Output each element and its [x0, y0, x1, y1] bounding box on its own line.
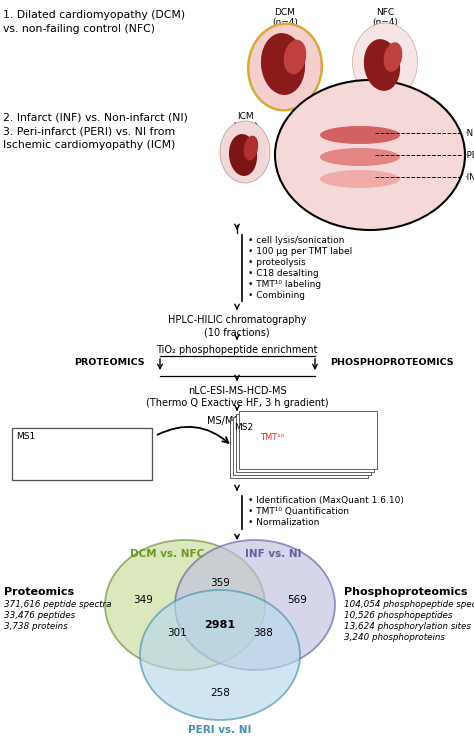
Bar: [233, 417, 371, 475]
Ellipse shape: [320, 126, 400, 144]
Text: Proteomics: Proteomics: [4, 587, 74, 597]
Text: PHOSPHOPROTEOMICS: PHOSPHOPROTEOMICS: [330, 358, 454, 367]
Text: 388: 388: [253, 628, 273, 638]
Text: 33,476 peptides: 33,476 peptides: [4, 611, 75, 620]
Text: • C18 desalting: • C18 desalting: [248, 269, 319, 278]
Text: 371,616 peptide spectra: 371,616 peptide spectra: [4, 600, 111, 609]
Text: 2. Infarct (INF) vs. Non-infarct (NI)
3. Peri-infarct (PERI) vs. NI from
Ischemi: 2. Infarct (INF) vs. Non-infarct (NI) 3.…: [3, 112, 188, 150]
Ellipse shape: [364, 39, 400, 91]
Ellipse shape: [261, 33, 305, 95]
Text: 349: 349: [133, 595, 153, 605]
Ellipse shape: [284, 39, 306, 74]
Text: 301: 301: [167, 628, 187, 638]
Text: nLC-ESI-MS-HCD-MS
(Thermo Q Exactive HF, 3 h gradient): nLC-ESI-MS-HCD-MS (Thermo Q Exactive HF,…: [146, 386, 328, 408]
Text: 569: 569: [287, 595, 307, 605]
Text: Phosphoproteomics: Phosphoproteomics: [344, 587, 467, 597]
Text: TiO₂ phosphopeptide enrichment: TiO₂ phosphopeptide enrichment: [156, 345, 318, 355]
Ellipse shape: [140, 590, 300, 720]
Ellipse shape: [175, 540, 335, 670]
Text: ·INF: ·INF: [464, 173, 474, 182]
Ellipse shape: [320, 170, 400, 188]
Text: • Normalization: • Normalization: [248, 518, 319, 527]
Text: ICM
(n=4): ICM (n=4): [232, 112, 258, 131]
Text: DCM
(n=4): DCM (n=4): [272, 8, 298, 28]
Text: ·PERI: ·PERI: [464, 150, 474, 159]
Ellipse shape: [105, 540, 265, 670]
Text: 3,240 phosphoproteins: 3,240 phosphoproteins: [344, 633, 445, 642]
Text: 258: 258: [210, 688, 230, 698]
Text: 104,054 phosphopeptide spectra: 104,054 phosphopeptide spectra: [344, 600, 474, 609]
Text: 359: 359: [210, 578, 230, 588]
Text: • Identification (MaxQuant 1.6.10): • Identification (MaxQuant 1.6.10): [248, 496, 404, 505]
Text: 1. Dilated cardiomyopathy (DCM)
vs. non-failing control (NFC): 1. Dilated cardiomyopathy (DCM) vs. non-…: [3, 10, 185, 34]
Ellipse shape: [220, 121, 270, 183]
Text: 3,738 proteins: 3,738 proteins: [4, 622, 68, 631]
Text: NFC
(n=4): NFC (n=4): [372, 8, 398, 28]
Text: 2981: 2981: [204, 620, 236, 630]
Text: ·NI: ·NI: [464, 128, 474, 138]
Text: • cell lysis/sonication: • cell lysis/sonication: [248, 236, 345, 245]
Text: DCM vs. NFC: DCM vs. NFC: [130, 549, 204, 559]
Text: 10,526 phosphopeptides: 10,526 phosphopeptides: [344, 611, 452, 620]
Text: 13,624 phosphorylation sites: 13,624 phosphorylation sites: [344, 622, 471, 631]
Text: TMT¹⁰: TMT¹⁰: [260, 433, 284, 442]
Ellipse shape: [353, 23, 418, 101]
Bar: [239, 411, 377, 469]
Bar: [236, 414, 374, 472]
Ellipse shape: [383, 42, 402, 72]
Text: MS2: MS2: [234, 423, 253, 432]
Text: • proteolysis: • proteolysis: [248, 258, 306, 267]
Text: PROTEOMICS: PROTEOMICS: [74, 358, 145, 367]
Ellipse shape: [275, 80, 465, 230]
Text: MS/MS Data: MS/MS Data: [208, 416, 266, 426]
Bar: [230, 420, 368, 478]
Ellipse shape: [320, 148, 400, 166]
Text: • TMT¹⁰ labeling: • TMT¹⁰ labeling: [248, 280, 321, 289]
Text: HPLC-HILIC chromatography
(10 fractions): HPLC-HILIC chromatography (10 fractions): [168, 315, 306, 337]
Ellipse shape: [249, 25, 321, 110]
Ellipse shape: [244, 136, 258, 160]
Text: PERI vs. NI: PERI vs. NI: [188, 725, 252, 735]
Text: MS1: MS1: [16, 432, 35, 441]
Text: INF vs. NI: INF vs. NI: [245, 549, 301, 559]
Bar: [12, 428, 152, 480]
Text: • TMT¹⁰ Quantification: • TMT¹⁰ Quantification: [248, 507, 349, 516]
Ellipse shape: [229, 134, 257, 176]
Text: • Combining: • Combining: [248, 291, 305, 300]
Text: • 100 µg per TMT label: • 100 µg per TMT label: [248, 247, 352, 256]
